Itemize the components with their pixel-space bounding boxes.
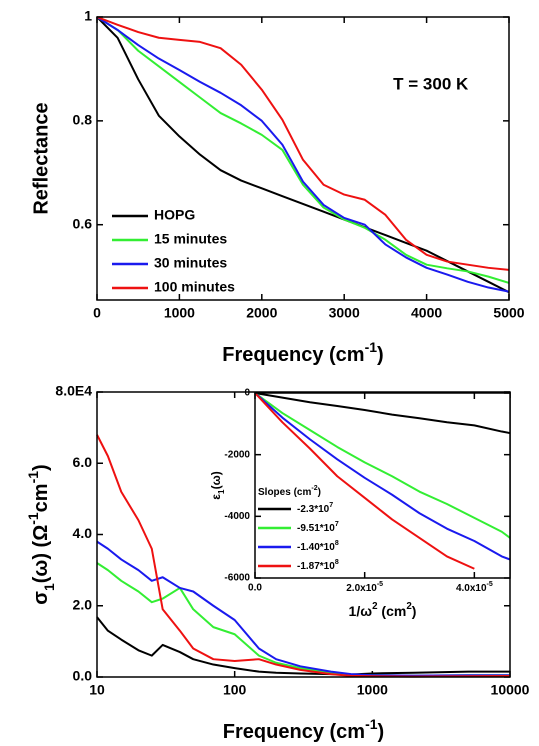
y-axis-label-part: (ω) (Ω bbox=[30, 525, 52, 583]
y-axis-label-part: ε bbox=[209, 494, 223, 500]
data-line bbox=[96, 540, 510, 677]
y-tick-label: 1 bbox=[84, 8, 92, 24]
x-tick-label: 0.0 bbox=[248, 583, 262, 594]
x-tick-label: 0 bbox=[93, 305, 101, 321]
legend-label: 100 minutes bbox=[154, 279, 235, 295]
y-tick-label: 0.6 bbox=[73, 215, 93, 231]
legend-label-part: -2.3*10 bbox=[297, 504, 330, 515]
x-tick-label: 1000 bbox=[164, 305, 195, 321]
x-tick-label: 2000 bbox=[246, 305, 277, 321]
y-axis-label-part: (ω) bbox=[209, 471, 223, 489]
legend-label: -1.40*108 bbox=[297, 540, 339, 552]
legend-title-part: -2 bbox=[311, 485, 317, 492]
x-axis-label-part: 1/ω bbox=[349, 603, 373, 619]
legend-label: -2.3*107 bbox=[297, 502, 333, 514]
x-axis-label: 1/ω2 (cm2) bbox=[349, 601, 417, 619]
y-axis-label-part: -1 bbox=[25, 512, 41, 525]
x-tick-label: 10 bbox=[89, 682, 105, 698]
data-line bbox=[254, 392, 511, 539]
y-axis-label: σ1(ω) (Ω-1cm-1) bbox=[25, 464, 57, 604]
y-tick-label: 2.0 bbox=[73, 596, 93, 612]
y-tick-label: 4.0 bbox=[73, 525, 93, 541]
y-axis-label-part: cm bbox=[30, 483, 52, 512]
data-line bbox=[254, 392, 475, 570]
x-tick-label: 100 bbox=[223, 682, 247, 698]
x-tick-label: 2.0x10-5 bbox=[346, 581, 383, 593]
legend-label: 15 minutes bbox=[154, 231, 227, 247]
x-tick-label-part: -5 bbox=[487, 581, 493, 588]
legend-label: HOPG bbox=[154, 207, 195, 223]
y-axis-label: Reflectance bbox=[30, 102, 52, 214]
x-axis-label-part: ) bbox=[377, 344, 384, 366]
x-tick-label: 10000 bbox=[491, 682, 530, 698]
y-tick-label: -4000 bbox=[224, 511, 250, 522]
x-tick-label: 4.0x10-5 bbox=[456, 581, 493, 593]
legend-label-part: -9.51*10 bbox=[297, 523, 335, 534]
x-tick-label: 5000 bbox=[493, 305, 524, 321]
x-axis-label-part: ) bbox=[412, 603, 417, 619]
y-axis-label-part: ) bbox=[30, 464, 52, 471]
x-axis-label-part: (cm bbox=[378, 603, 407, 619]
x-axis-label: Frequency (cm-1) bbox=[222, 339, 383, 367]
legend-label: -1.87*108 bbox=[297, 559, 339, 571]
x-axis-label: Frequency (cm-1) bbox=[223, 716, 384, 744]
data-line bbox=[96, 16, 510, 293]
x-tick-label-part: -5 bbox=[377, 581, 383, 588]
legend-label-part: 8 bbox=[335, 559, 339, 566]
legend-label: 30 minutes bbox=[154, 255, 227, 271]
y-tick-label: 8.0E4 bbox=[55, 383, 92, 399]
data-line bbox=[96, 616, 510, 676]
x-axis-label-part: 2 bbox=[372, 601, 378, 612]
legend-title-part: ) bbox=[318, 487, 321, 498]
y-tick-label: 6.0 bbox=[73, 454, 93, 470]
panel: 0 1000 2000 3000 4000 5000 0.6 0.8 1 Frequency (c… bbox=[30, 8, 524, 367]
x-axis-label-part: Frequency (cm bbox=[223, 721, 365, 743]
plot-frame bbox=[96, 16, 510, 301]
data-line bbox=[96, 16, 510, 284]
x-axis-label-part: ) bbox=[378, 721, 385, 743]
x-tick-label-part: 2.0x10 bbox=[346, 583, 377, 594]
y-tick-label: -2000 bbox=[224, 449, 250, 460]
panel: 0.0 2.0x10-5 4.0x10-50-2000-4000-60001/ω2 … bbox=[209, 388, 511, 619]
annotation: T = 300 K bbox=[393, 74, 469, 93]
y-tick-label: 0.0 bbox=[73, 668, 93, 684]
plot-frame bbox=[254, 392, 511, 579]
legend-label-part: 8 bbox=[335, 540, 339, 547]
data-line bbox=[96, 16, 510, 271]
x-axis-label-part: Frequency (cm bbox=[222, 344, 364, 366]
x-tick-label: 4000 bbox=[411, 305, 442, 321]
data-line bbox=[254, 392, 511, 435]
x-tick-label: 3000 bbox=[329, 305, 360, 321]
y-tick-label: -6000 bbox=[224, 573, 250, 584]
data-line bbox=[254, 392, 511, 561]
x-tick-label-part: 4.0x10 bbox=[456, 583, 487, 594]
x-axis-label-part: -1 bbox=[365, 716, 378, 732]
legend-label-part: 7 bbox=[335, 521, 339, 528]
y-axis-label-part: 1 bbox=[216, 489, 226, 494]
legend-title-part: Slopes (cm bbox=[258, 487, 311, 498]
y-axis-label: ε1(ω) bbox=[209, 471, 226, 500]
y-tick-label: 0.8 bbox=[73, 112, 93, 128]
y-axis-label-part: σ bbox=[30, 591, 52, 605]
x-axis-label-part: 2 bbox=[406, 601, 412, 612]
legend-label-part: -1.40*10 bbox=[297, 542, 335, 553]
legend-label-part: 7 bbox=[329, 502, 333, 509]
legend-label: -9.51*107 bbox=[297, 521, 339, 533]
y-axis-label-part: -1 bbox=[25, 471, 41, 484]
y-tick-label: 0 bbox=[244, 388, 250, 399]
x-tick-label: 1000 bbox=[357, 682, 388, 698]
x-axis-label-part: -1 bbox=[365, 339, 378, 355]
data-line bbox=[96, 16, 510, 294]
legend-title: Slopes (cm-2) bbox=[258, 485, 321, 497]
y-axis-label-part: 1 bbox=[41, 583, 57, 591]
legend-label-part: -1.87*10 bbox=[297, 561, 335, 572]
